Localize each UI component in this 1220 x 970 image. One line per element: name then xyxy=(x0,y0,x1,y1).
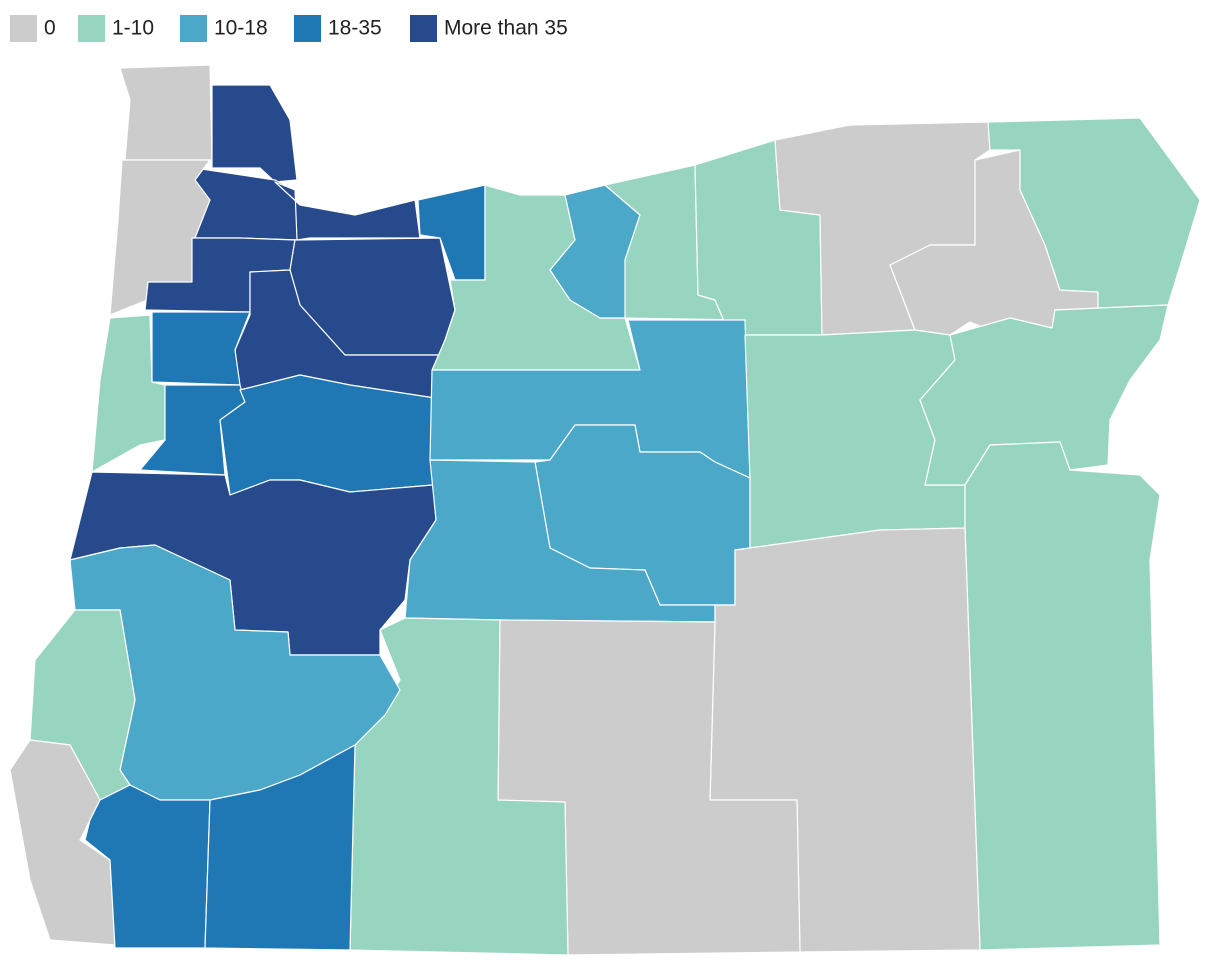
legend: 0 1-10 10-18 18-35 More than 35 xyxy=(10,15,568,42)
county xyxy=(919,304,1169,486)
county xyxy=(119,64,213,161)
county xyxy=(964,441,1161,951)
county xyxy=(151,311,251,386)
legend-label: 1-10 xyxy=(112,17,154,40)
legend-swatch xyxy=(78,15,105,42)
county xyxy=(211,84,298,183)
county xyxy=(204,744,356,951)
county xyxy=(139,384,246,476)
legend-swatch xyxy=(294,15,321,42)
legend-swatch xyxy=(180,15,207,42)
legend-swatch xyxy=(410,15,437,42)
legend-label: 18-35 xyxy=(328,17,382,40)
legend-label: 10-18 xyxy=(214,17,268,40)
counties xyxy=(9,64,1201,956)
county xyxy=(84,784,211,949)
legend-swatch xyxy=(10,15,37,42)
county xyxy=(987,117,1201,309)
county xyxy=(744,329,966,549)
legend-label: 0 xyxy=(44,17,56,40)
county xyxy=(274,181,421,241)
legend-label: More than 35 xyxy=(444,17,568,40)
county xyxy=(219,374,436,496)
